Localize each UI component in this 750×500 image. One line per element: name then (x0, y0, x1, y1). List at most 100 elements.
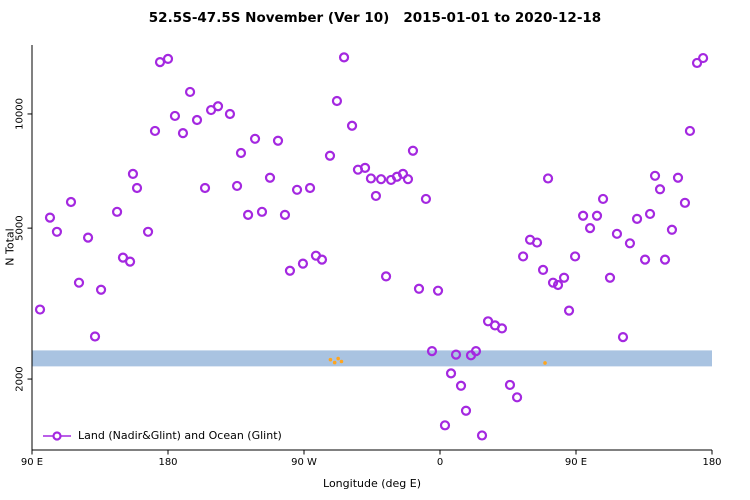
data-point-flagged (328, 357, 333, 362)
y-tick-label: 5000 (14, 215, 25, 240)
data-point (149, 125, 161, 137)
data-point-flagged (339, 359, 344, 364)
data-point (338, 52, 350, 63)
data-point (531, 237, 543, 248)
data-point (224, 108, 236, 120)
data-point (272, 135, 284, 146)
data-point (124, 256, 136, 267)
data-point (611, 228, 623, 239)
data-point (407, 145, 419, 156)
data-point (413, 283, 425, 294)
legend-label: Land (Nadir&Glint) and Ocean (Glint) (78, 429, 282, 442)
data-point (542, 173, 554, 184)
x-tick-label: 90 E (565, 457, 587, 468)
data-point (324, 150, 336, 161)
data-point (89, 331, 101, 342)
data-point (604, 272, 616, 283)
data-point-flagged (543, 361, 547, 365)
legend: Land (Nadir&Glint) and Ocean (Glint) (42, 429, 282, 442)
data-point (365, 173, 377, 184)
data-point (597, 193, 609, 205)
data-point (231, 180, 243, 192)
x-tick-label: 90 W (291, 457, 317, 468)
data-point (617, 332, 629, 343)
data-point (631, 213, 643, 224)
data-point (672, 172, 684, 183)
data-point (558, 272, 570, 283)
data-point (346, 120, 358, 131)
data-point (199, 182, 211, 194)
data-point (82, 232, 94, 243)
data-point (279, 209, 291, 220)
data-point (639, 254, 651, 265)
data-point (649, 170, 661, 181)
data-point (684, 125, 696, 137)
data-point (291, 184, 303, 195)
x-axis-label: Longitude (deg E) (323, 477, 421, 490)
data-point (654, 184, 666, 195)
data-point (375, 174, 387, 185)
data-point (191, 114, 203, 126)
x-tick-label: 90 E (21, 457, 43, 468)
data-point (518, 251, 529, 262)
chart-title: 52.5S-47.5S November (Ver 10) 2015-01-01… (148, 10, 602, 26)
data-point (264, 172, 276, 183)
data-point (127, 168, 139, 179)
data-point (460, 405, 472, 416)
data-point-flagged (336, 356, 340, 361)
data-point (420, 193, 432, 205)
data-point (569, 251, 581, 262)
x-tick-label: 180 (158, 457, 177, 468)
data-point (644, 208, 656, 220)
data-point (537, 264, 549, 275)
data-point (455, 380, 467, 391)
data-point (666, 224, 678, 235)
x-tick-label: 180 (702, 457, 721, 468)
data-point (504, 379, 516, 391)
data-point (131, 182, 143, 194)
data-point (142, 226, 154, 237)
data-point (402, 174, 414, 185)
data-point (44, 212, 56, 223)
data-point (284, 265, 296, 276)
data-point (256, 206, 268, 217)
data-point (432, 285, 444, 296)
data-point (578, 210, 589, 221)
data-point (184, 86, 196, 98)
data-point (445, 368, 457, 379)
data-point (450, 349, 462, 360)
data-point (242, 209, 254, 220)
data-point (316, 254, 328, 265)
data-point (624, 238, 636, 249)
data-point (95, 284, 107, 295)
data-point (591, 210, 603, 221)
data-point (212, 101, 224, 112)
data-point-flagged (332, 360, 337, 365)
data-point (691, 57, 703, 69)
data-point (511, 392, 523, 403)
data-point (659, 254, 671, 265)
data-point (51, 226, 63, 237)
data-point (177, 128, 189, 139)
data-point (584, 223, 596, 234)
data-point (476, 430, 488, 441)
data-point (297, 258, 309, 269)
data-point (162, 53, 174, 64)
data-point (111, 206, 123, 217)
y-tick-label: 2000 (15, 366, 26, 391)
data-point (439, 420, 451, 431)
data-point (34, 304, 46, 315)
data-point (331, 95, 343, 107)
x-tick-label: 0 (437, 457, 443, 468)
data-point (235, 147, 247, 159)
data-point (65, 196, 77, 208)
data-point (249, 133, 261, 144)
data-point (679, 197, 691, 208)
data-point (697, 52, 709, 64)
legend-marker-icon (43, 430, 71, 441)
data-point (470, 345, 482, 357)
data-point (496, 323, 508, 334)
reference-band (32, 350, 712, 367)
